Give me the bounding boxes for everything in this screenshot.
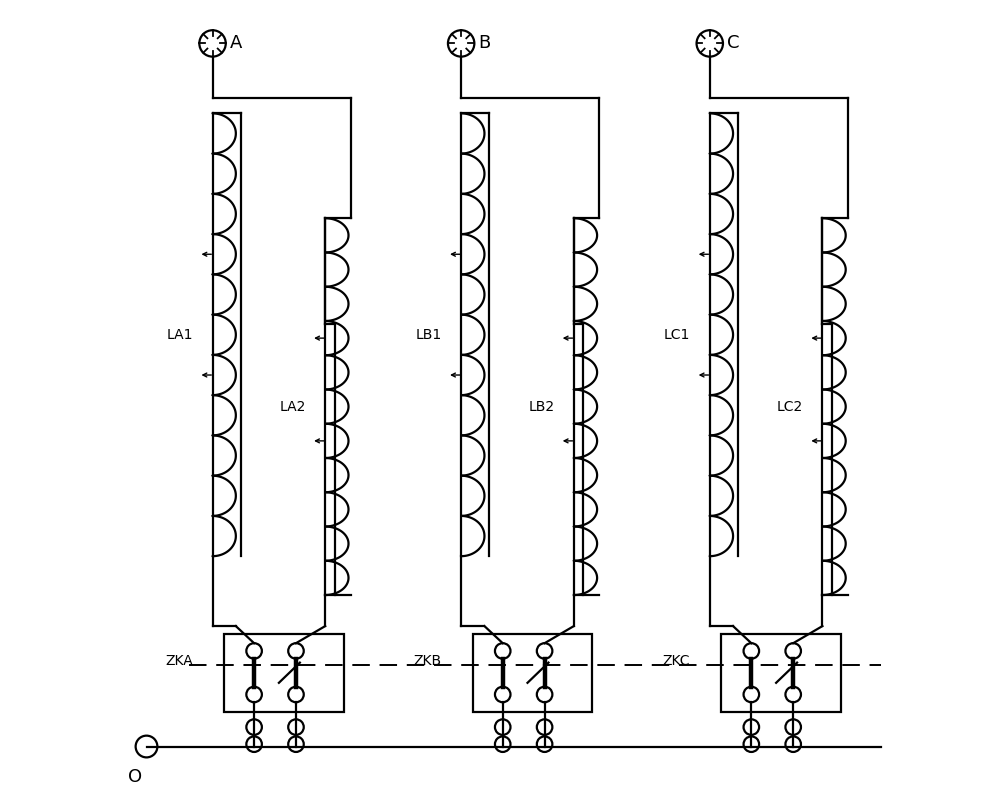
Bar [473,634,592,712]
Text: A: A [230,35,242,52]
Bar [721,634,841,712]
Text: ZKC: ZKC [663,654,690,668]
Text: ZKB: ZKB [414,654,442,668]
Text: LC1: LC1 [664,327,690,342]
Text: LA2: LA2 [279,399,306,413]
Text: B: B [478,35,490,52]
Text: LB1: LB1 [415,327,442,342]
Bar [224,634,344,712]
Text: LB2: LB2 [528,399,554,413]
Text: C: C [727,35,739,52]
Text: LA1: LA1 [167,327,193,342]
Text: ZKA: ZKA [165,654,193,668]
Text: O: O [128,768,142,787]
Text: LC2: LC2 [777,399,803,413]
